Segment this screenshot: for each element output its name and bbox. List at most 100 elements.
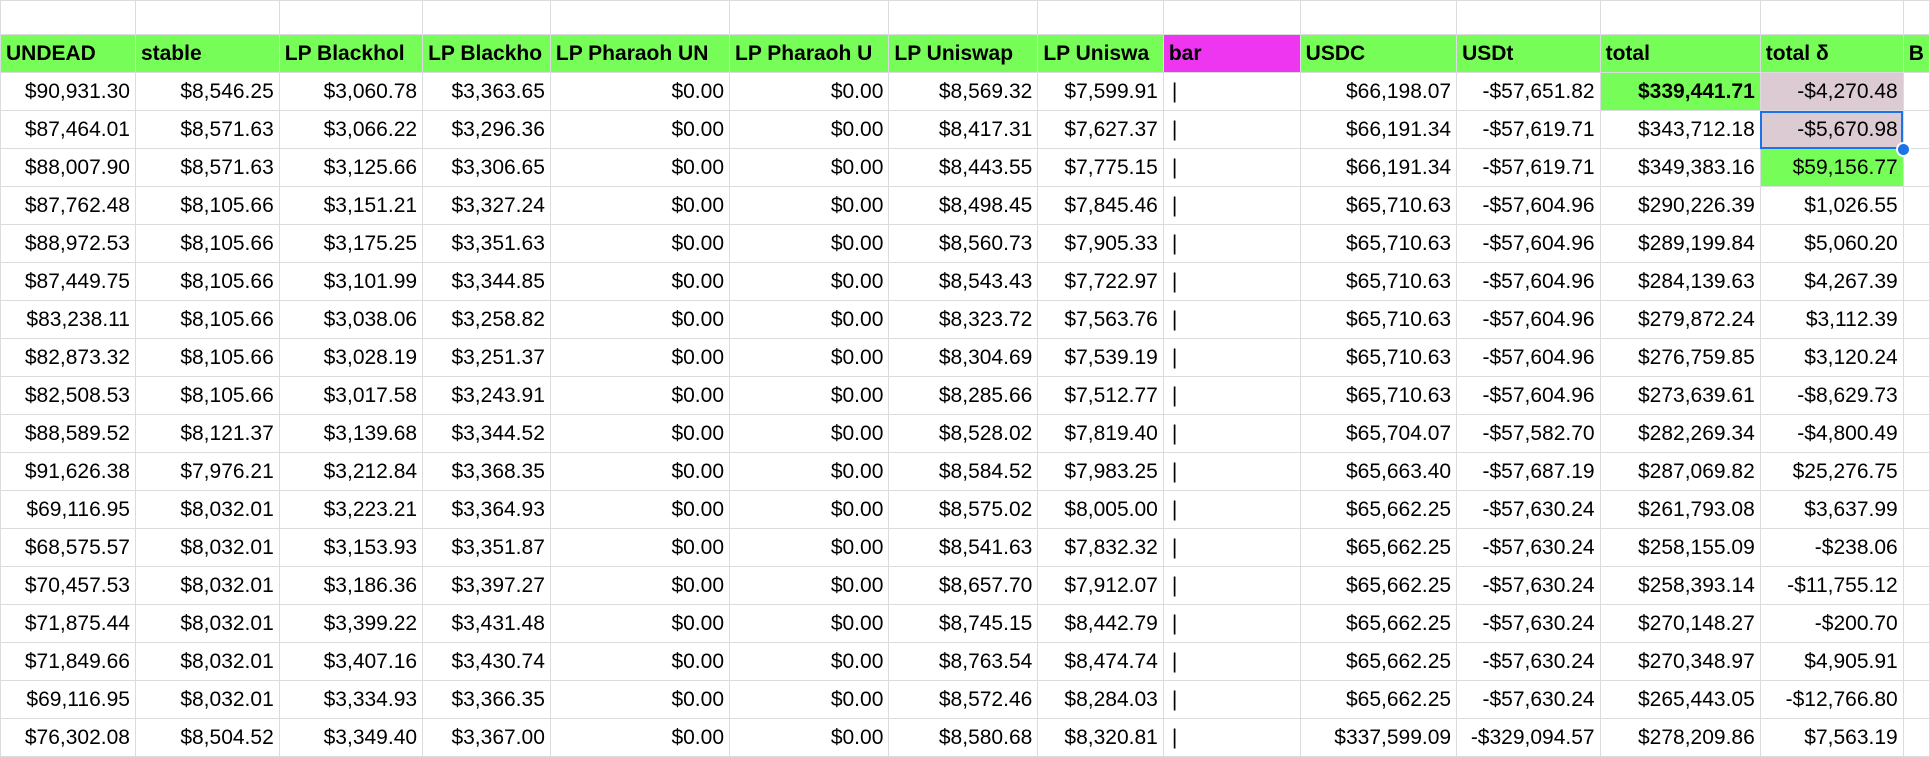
cell-empty[interactable] xyxy=(1902,490,1930,529)
cell-total[interactable]: $349,383.16 xyxy=(1599,148,1761,187)
cell-lp-uniswap-2[interactable]: $7,563.76 xyxy=(1037,300,1164,339)
cell-total-delta[interactable]: $7,563.19 xyxy=(1759,718,1904,757)
cell-undead[interactable]: $91,626.38 xyxy=(0,452,136,491)
cell-total[interactable]: $273,639.61 xyxy=(1599,376,1761,415)
cell-total-delta[interactable]: $25,276.75 xyxy=(1759,452,1904,491)
cell-lp-uniswap-1[interactable]: $8,285.66 xyxy=(888,376,1039,415)
cell-usdt[interactable]: -$57,630.24 xyxy=(1456,680,1601,719)
header-cell-bar[interactable]: bar xyxy=(1162,34,1301,73)
cell-bar[interactable]: | xyxy=(1162,262,1301,301)
cell-bar[interactable]: | xyxy=(1162,224,1301,263)
cell-usdc[interactable]: $65,710.63 xyxy=(1299,338,1458,377)
cell-lp-uniswap-2[interactable]: $7,905.33 xyxy=(1037,224,1164,263)
cell-lp-pharaoh-1[interactable]: $0.00 xyxy=(549,452,731,491)
cell-lp-uniswap-2[interactable]: $8,320.81 xyxy=(1037,718,1164,757)
cell-bar[interactable]: | xyxy=(1162,148,1301,187)
cell-lp-pharaoh-2[interactable]: $0.00 xyxy=(729,72,890,111)
cell-total[interactable]: $282,269.34 xyxy=(1599,414,1761,453)
cell-undead[interactable]: $69,116.95 xyxy=(0,680,136,719)
cell-lp-uniswap-1[interactable]: $8,498.45 xyxy=(888,186,1039,225)
cell-lp-blackhole-1[interactable]: $3,175.25 xyxy=(278,224,424,263)
cell-usdc[interactable]: $65,662.25 xyxy=(1299,604,1458,643)
cell-stable[interactable]: $8,105.66 xyxy=(134,300,280,339)
cell-total[interactable]: $258,393.14 xyxy=(1599,566,1761,605)
cell-lp-uniswap-2[interactable]: $8,284.03 xyxy=(1037,680,1164,719)
cell-usdt[interactable]: -$329,094.57 xyxy=(1456,718,1601,757)
cell-usdc[interactable]: $65,710.63 xyxy=(1299,262,1458,301)
cell-lp-blackhole-1[interactable]: $3,186.36 xyxy=(278,566,424,605)
cell-lp-pharaoh-2[interactable]: $0.00 xyxy=(729,262,890,301)
cell-lp-pharaoh-2[interactable]: $0.00 xyxy=(729,680,890,719)
cell-usdc[interactable]: $66,191.34 xyxy=(1299,148,1458,187)
cell-lp-pharaoh-2[interactable]: $0.00 xyxy=(729,224,890,263)
cell-empty[interactable] xyxy=(1902,376,1930,415)
cell-usdt[interactable]: -$57,619.71 xyxy=(1456,110,1601,149)
cell-stable[interactable]: $8,571.63 xyxy=(134,110,280,149)
cell-usdc[interactable]: $65,710.63 xyxy=(1299,224,1458,263)
cell-bar[interactable]: | xyxy=(1162,680,1301,719)
cell-lp-pharaoh-2[interactable]: $0.00 xyxy=(729,718,890,757)
cell-bar[interactable]: | xyxy=(1162,528,1301,567)
cell-lp-blackhole-1[interactable]: $3,151.21 xyxy=(278,186,424,225)
cell-empty[interactable] xyxy=(0,0,136,35)
cell-lp-uniswap-2[interactable]: $7,722.97 xyxy=(1037,262,1164,301)
cell-empty[interactable] xyxy=(1456,0,1601,35)
cell-lp-uniswap-1[interactable]: $8,575.02 xyxy=(888,490,1039,529)
cell-lp-pharaoh-2[interactable]: $0.00 xyxy=(729,490,890,529)
cell-bar[interactable]: | xyxy=(1162,566,1301,605)
header-cell-undead[interactable]: UNDEAD xyxy=(0,34,136,73)
cell-lp-uniswap-2[interactable]: $7,845.46 xyxy=(1037,186,1164,225)
cell-usdc[interactable]: $65,662.25 xyxy=(1299,642,1458,681)
cell-stable[interactable]: $8,546.25 xyxy=(134,72,280,111)
cell-empty[interactable] xyxy=(1902,680,1930,719)
cell-lp-uniswap-2[interactable]: $7,539.19 xyxy=(1037,338,1164,377)
cell-usdc[interactable]: $65,663.40 xyxy=(1299,452,1458,491)
cell-total-delta[interactable]: $1,026.55 xyxy=(1759,186,1904,225)
cell-empty[interactable] xyxy=(549,0,731,35)
cell-empty[interactable] xyxy=(1902,186,1930,225)
cell-empty[interactable] xyxy=(1299,0,1458,35)
cell-undead[interactable]: $82,873.32 xyxy=(0,338,136,377)
cell-undead[interactable]: $71,875.44 xyxy=(0,604,136,643)
cell-total-delta[interactable]: $59,156.77 xyxy=(1759,148,1904,187)
cell-lp-blackhole-1[interactable]: $3,334.93 xyxy=(278,680,424,719)
cell-total-delta[interactable]: $3,637.99 xyxy=(1759,490,1904,529)
cell-bar[interactable]: | xyxy=(1162,452,1301,491)
cell-lp-blackhole-1[interactable]: $3,038.06 xyxy=(278,300,424,339)
cell-lp-blackhole-2[interactable]: $3,306.65 xyxy=(422,148,551,187)
cell-total[interactable]: $278,209.86 xyxy=(1599,718,1761,757)
cell-empty[interactable] xyxy=(1902,224,1930,263)
cell-lp-uniswap-1[interactable]: $8,323.72 xyxy=(888,300,1039,339)
cell-usdt[interactable]: -$57,582.70 xyxy=(1456,414,1601,453)
cell-usdc[interactable]: $66,191.34 xyxy=(1299,110,1458,149)
cell-lp-pharaoh-2[interactable]: $0.00 xyxy=(729,186,890,225)
cell-lp-blackhole-1[interactable]: $3,125.66 xyxy=(278,148,424,187)
cell-lp-pharaoh-1[interactable]: $0.00 xyxy=(549,490,731,529)
cell-empty[interactable] xyxy=(1902,414,1930,453)
header-cell-stable[interactable]: stable xyxy=(134,34,280,73)
cell-lp-blackhole-1[interactable]: $3,349.40 xyxy=(278,718,424,757)
cell-undead[interactable]: $70,457.53 xyxy=(0,566,136,605)
header-cell-usdt[interactable]: USDt xyxy=(1456,34,1601,73)
cell-lp-uniswap-1[interactable]: $8,417.31 xyxy=(888,110,1039,149)
cell-lp-blackhole-2[interactable]: $3,363.65 xyxy=(422,72,551,111)
cell-undead[interactable]: $88,007.90 xyxy=(0,148,136,187)
cell-bar[interactable]: | xyxy=(1162,718,1301,757)
cell-usdt[interactable]: -$57,630.24 xyxy=(1456,490,1601,529)
cell-lp-pharaoh-1[interactable]: $0.00 xyxy=(549,604,731,643)
cell-stable[interactable]: $8,032.01 xyxy=(134,566,280,605)
cell-total-delta[interactable]: -$11,755.12 xyxy=(1759,566,1904,605)
cell-undead[interactable]: $83,238.11 xyxy=(0,300,136,339)
cell-usdt[interactable]: -$57,604.96 xyxy=(1456,262,1601,301)
cell-lp-uniswap-1[interactable]: $8,543.43 xyxy=(888,262,1039,301)
cell-lp-pharaoh-1[interactable]: $0.00 xyxy=(549,224,731,263)
cell-total-delta[interactable]: -$8,629.73 xyxy=(1759,376,1904,415)
cell-lp-blackhole-2[interactable]: $3,431.48 xyxy=(422,604,551,643)
cell-lp-blackhole-2[interactable]: $3,397.27 xyxy=(422,566,551,605)
cell-lp-uniswap-1[interactable]: $8,580.68 xyxy=(888,718,1039,757)
cell-lp-pharaoh-2[interactable]: $0.00 xyxy=(729,376,890,415)
cell-lp-blackhole-2[interactable]: $3,327.24 xyxy=(422,186,551,225)
cell-usdc[interactable]: $65,662.25 xyxy=(1299,490,1458,529)
cell-lp-uniswap-2[interactable]: $7,832.32 xyxy=(1037,528,1164,567)
cell-total-delta[interactable]: $3,112.39 xyxy=(1759,300,1904,339)
